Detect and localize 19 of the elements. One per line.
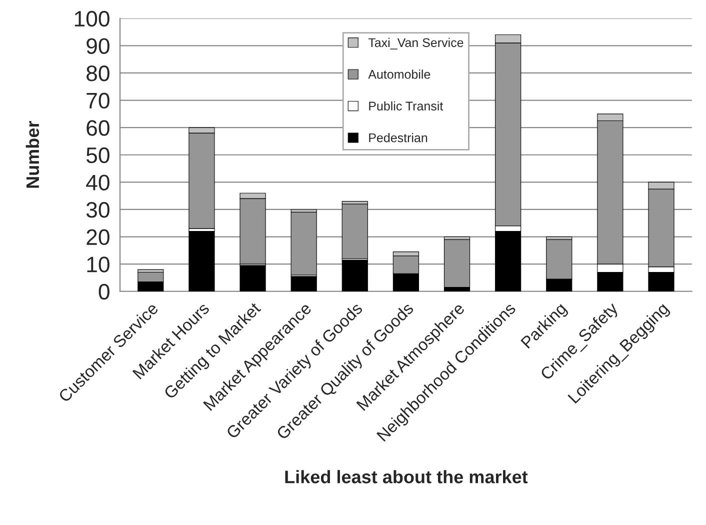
legend-label: Taxi_Van Service [368, 38, 464, 50]
y-tick-label: 40 [86, 174, 110, 190]
y-tick-label: 60 [86, 120, 110, 136]
y-tick-label: 90 [86, 38, 110, 54]
y-tick-label: 20 [86, 229, 110, 246]
y-tick-label: 100 [74, 10, 110, 27]
y-tick-label: 30 [86, 202, 110, 218]
legend-label: Pedestrian [369, 133, 428, 142]
y-axis-title: Number [26, 121, 40, 188]
y-tick-label: 0 [98, 284, 110, 300]
x-axis-title: Liked least about the market [285, 470, 528, 484]
y-tick-label: 80 [86, 66, 110, 82]
y-tick-label: 70 [86, 92, 110, 109]
bar [188, 231, 215, 292]
legend-label: Public Transit [369, 101, 444, 110]
bar [444, 239, 470, 288]
legend-label: Automobile [368, 70, 430, 79]
y-tick-label: 10 [87, 256, 110, 272]
y-tick-label: 50 [86, 147, 110, 164]
